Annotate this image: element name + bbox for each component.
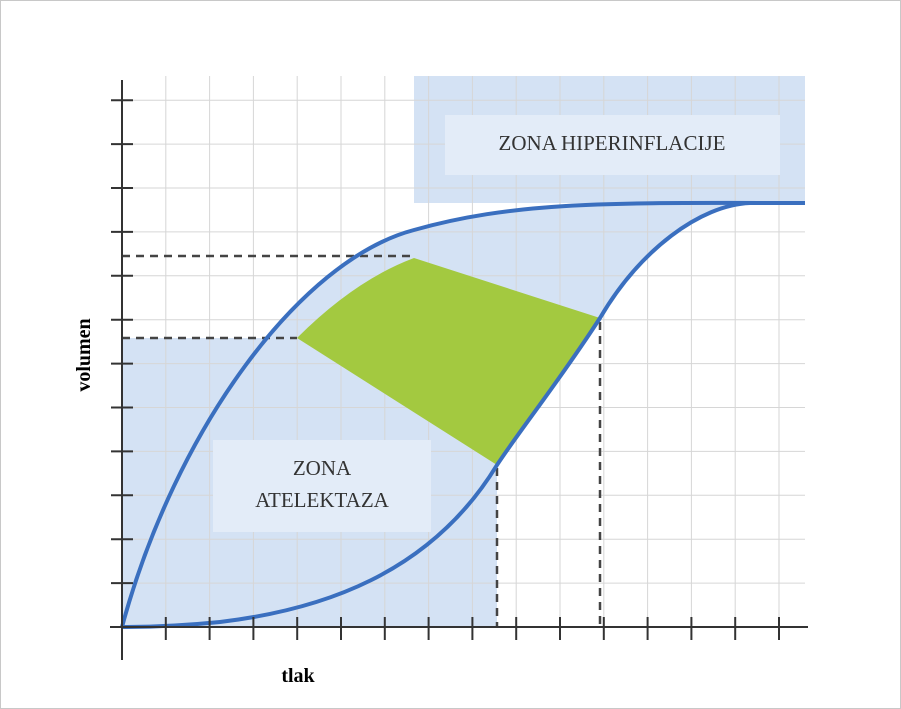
x-axis-label: tlak xyxy=(281,665,315,687)
atelectasis-label-line2: ATELEKTAZA xyxy=(255,488,389,512)
hyperinflation-label: ZONA HIPERINFLACIJE xyxy=(499,131,726,155)
safe-ventilation-zone xyxy=(297,258,600,465)
atelectasis-label-line1: ZONA xyxy=(293,456,352,480)
y-axis-label: volumen xyxy=(73,318,95,391)
atelectasis-label-box xyxy=(213,440,431,532)
hyperinflation-label-box xyxy=(445,115,780,175)
axis-ticks xyxy=(111,99,780,640)
deflation-curve xyxy=(121,201,805,629)
inflation-curve xyxy=(120,200,806,628)
